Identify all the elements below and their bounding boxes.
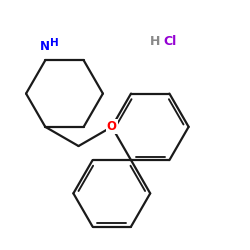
Text: H: H bbox=[50, 38, 59, 48]
Text: O: O bbox=[107, 120, 117, 133]
Text: N: N bbox=[40, 40, 50, 53]
Text: H: H bbox=[150, 35, 160, 48]
Text: Cl: Cl bbox=[164, 35, 177, 48]
